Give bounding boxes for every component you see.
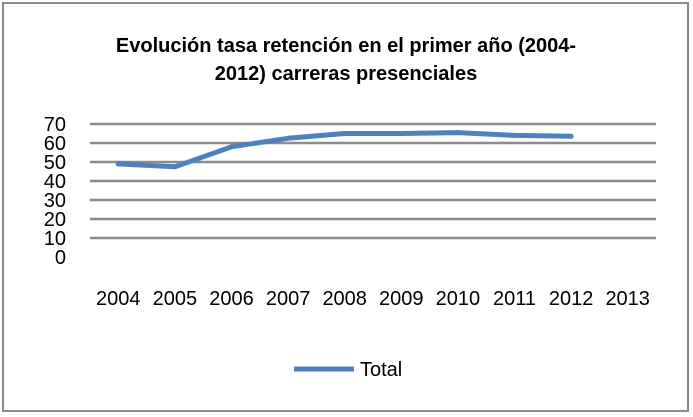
- data-point-2010: [455, 130, 461, 136]
- data-point-2012: [568, 133, 574, 139]
- y-tick-label: 0: [55, 247, 66, 269]
- y-tick-label: 50: [44, 152, 66, 174]
- y-tick-label: 20: [44, 209, 66, 231]
- data-point-2005: [172, 164, 178, 170]
- data-point-2011: [512, 132, 517, 138]
- chart-title-line-1: Evolución tasa retención en el primer añ…: [116, 35, 576, 57]
- data-point-2009: [398, 131, 404, 136]
- x-tick-label: 2009: [379, 288, 424, 310]
- x-tick-label: 2011: [493, 288, 536, 310]
- data-point-2004: [115, 161, 121, 167]
- legend-label-total: Total: [360, 359, 402, 381]
- chart-title-line-2: 2012) carreras presenciales: [215, 63, 477, 85]
- gridlines: [90, 122, 656, 240]
- data-point-2008: [342, 131, 348, 136]
- legend: Total: [294, 359, 402, 381]
- y-tick-label: 30: [44, 190, 66, 212]
- data-point-2006: [229, 144, 234, 150]
- y-tick-label: 70: [44, 114, 66, 136]
- x-axis-ticks: 2004 2005 2006 2007 2008 2009 2010 2011 2012 2013: [96, 288, 650, 310]
- x-tick-label: 2013: [605, 288, 650, 310]
- x-tick-label: 2007: [266, 288, 311, 310]
- series-layer: [115, 130, 574, 170]
- chart-frame: [2, 2, 689, 412]
- data-point-2007: [285, 135, 291, 141]
- y-tick-label: 40: [44, 171, 66, 193]
- x-tick-label: 2008: [322, 288, 367, 310]
- y-tick-label: 60: [44, 133, 66, 155]
- x-tick-label: 2005: [153, 288, 198, 310]
- x-tick-label: 2006: [209, 288, 254, 310]
- x-tick-label: 2010: [436, 288, 481, 310]
- x-tick-label: 2004: [96, 288, 141, 310]
- x-tick-label: 2012: [549, 288, 594, 310]
- y-tick-label: 10: [44, 228, 66, 250]
